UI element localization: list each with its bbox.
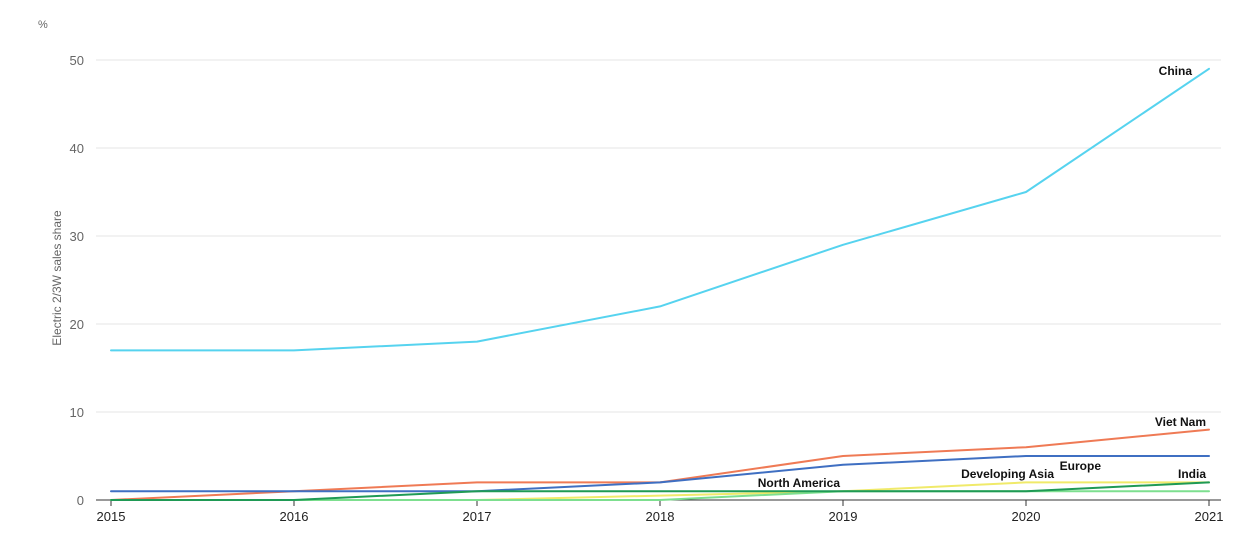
grid [96, 59, 1221, 501]
x-tick-label: 2015 [97, 509, 126, 524]
y-tick-label: 50 [70, 53, 84, 68]
series-label-north-america: North America [758, 476, 841, 490]
series-line-europe [110, 455, 1210, 493]
x-tick-label: 2020 [1012, 509, 1041, 524]
y-unit-label: % [38, 19, 48, 31]
x-tick-label: 2018 [646, 509, 675, 524]
y-tick-label: 30 [70, 229, 84, 244]
y-tick-label: 20 [70, 317, 84, 332]
series-label-viet-nam: Viet Nam [1155, 415, 1206, 429]
y-axis-title: Electric 2/3W sales share [50, 210, 64, 346]
series-label-china: China [1159, 64, 1193, 78]
y-tick-label: 0 [77, 493, 84, 508]
series-label-developing-asia: Developing Asia [961, 467, 1054, 481]
x-tick-label: 2017 [463, 509, 492, 524]
x-tick-label: 2019 [829, 509, 858, 524]
y-axis-ticks: 0 10 20 30 40 50 [70, 53, 84, 508]
series-line-india [110, 481, 1210, 501]
series-label-europe: Europe [1060, 459, 1102, 473]
y-tick-label: 10 [70, 405, 84, 420]
series-line-china [110, 67, 1210, 352]
x-tick-label: 2016 [280, 509, 309, 524]
series-lines [110, 67, 1210, 501]
y-tick-label: 40 [70, 141, 84, 156]
x-axis-ticks: 2015 2016 2017 2018 2019 2020 2021 [97, 500, 1224, 524]
series-labels: China Viet Nam Europe Developing Asia North … [758, 64, 1207, 490]
series-label-india: India [1178, 467, 1206, 481]
x-tick-label: 2021 [1195, 509, 1224, 524]
